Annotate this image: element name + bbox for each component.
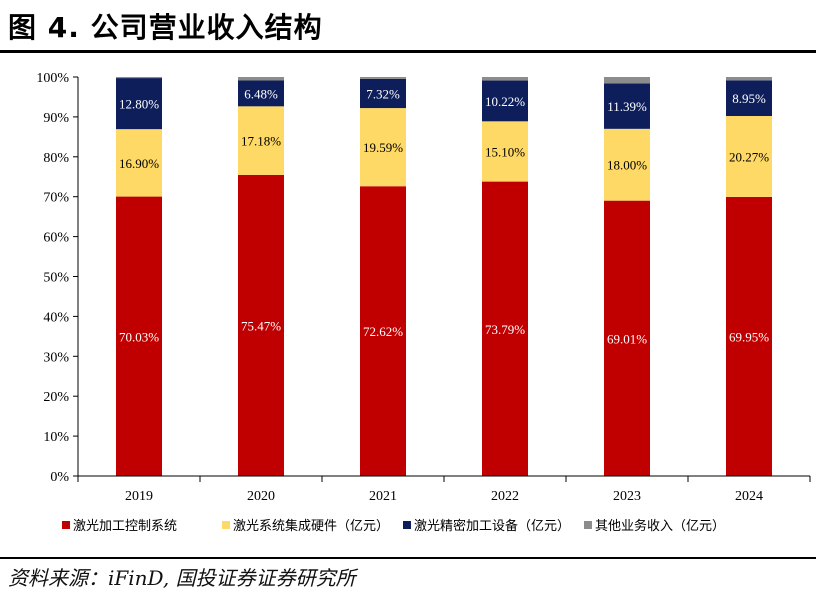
bar-segment-2021-s0 [360,186,406,476]
bar-segment-2020-s0 [238,174,284,476]
bar-segment-2019-s3 [116,77,162,79]
bar-segment-2023-s3 [604,77,650,84]
bar-segment-2024-s2 [726,80,772,117]
data-label-2019-s1: 16.90% [119,156,159,171]
bar-segment-2019-s0 [116,196,162,476]
y-tick-label: 90% [43,111,69,126]
bar-segment-2024-s1 [726,116,772,197]
bar-segment-2020-s2 [238,80,284,107]
y-tick-label: 80% [43,151,69,166]
y-tick-label: 70% [43,191,69,206]
bar-segment-2020-s1 [238,106,284,175]
bar-segment-2024-s3 [726,77,772,81]
bar-segment-2022-s1 [482,121,528,182]
source-rule [0,557,816,559]
bar-segment-2023-s2 [604,83,650,129]
stacked-bar-chart: 70.03% 16.90% 12.80% 75.47% 17.18% 6.48% 72.62… [36,71,811,533]
x-tick-label-2022: 2022 [491,489,519,504]
data-label-2022-s2: 10.22% [485,94,525,109]
source-note: 资料来源：iFinD, 国投证券证券研究所 [8,566,356,590]
data-label-2019-s0: 70.03% [119,329,159,344]
legend-swatch-3 [584,521,592,529]
x-tick-label-2020: 2020 [247,489,275,504]
bar-segment-2023-s1 [604,128,650,201]
title-rule [0,50,816,53]
legend-label-3: 其他业务收入（亿元） [595,518,725,533]
bar-segment-2024-s0 [726,196,772,476]
bar-segment-2021-s3 [360,77,406,79]
data-label-2023-s1: 18.00% [607,158,647,173]
figure-title: 图 4. 公司营业收入结构 [8,11,323,44]
data-label-2020-s1: 17.18% [241,134,281,149]
y-tick-label: 0% [50,470,69,485]
y-tick-label: 30% [43,350,69,365]
bar-segment-2021-s1 [360,108,406,187]
data-label-2024-s2: 8.95% [732,91,766,106]
data-label-2023-s2: 11.39% [607,99,647,114]
x-tick-label-2021: 2021 [369,489,397,504]
y-tick-label: 10% [43,430,69,445]
data-label-2020-s2: 6.48% [244,86,278,101]
legend-label-0: 激光加工控制系统 [73,518,177,533]
data-label-2019-s2: 12.80% [119,97,159,112]
data-label-2021-s2: 7.32% [366,86,400,101]
bar-segment-2021-s2 [360,78,406,109]
data-label-2022-s1: 15.10% [485,144,525,159]
data-label-2020-s0: 75.47% [241,318,281,333]
y-tick-label: 20% [43,390,69,405]
bar-segment-2022-s3 [482,77,528,81]
x-tick-label-2024: 2024 [735,489,763,504]
bar-segment-2019-s1 [116,129,162,197]
bar-segment-2022-s2 [482,80,528,122]
data-label-2021-s1: 19.59% [363,140,403,155]
y-tick-label: 50% [43,271,69,286]
data-label-2021-s0: 72.62% [363,324,403,339]
y-tick-label: 100% [36,71,69,86]
x-tick-label-2019: 2019 [125,489,153,504]
bar-segment-2020-s3 [238,77,284,81]
legend-swatch-0 [62,521,70,529]
data-label-2024-s0: 69.95% [729,329,769,344]
y-tick-label: 40% [43,310,69,325]
data-label-2023-s0: 69.01% [607,331,647,346]
bar-segment-2022-s0 [482,181,528,477]
y-tick-label: 60% [43,231,69,246]
bar-segment-2019-s2 [116,78,162,130]
legend-label-2: 激光精密加工设备（亿元） [414,518,570,533]
legend-label-1: 激光系统集成硬件（亿元） [233,518,389,533]
data-label-2024-s1: 20.27% [729,149,769,164]
x-tick-label-2023: 2023 [613,489,641,504]
legend-swatch-2 [403,521,411,529]
bar-segment-2023-s0 [604,200,650,477]
legend-swatch-1 [222,521,230,529]
data-label-2022-s0: 73.79% [485,322,525,337]
